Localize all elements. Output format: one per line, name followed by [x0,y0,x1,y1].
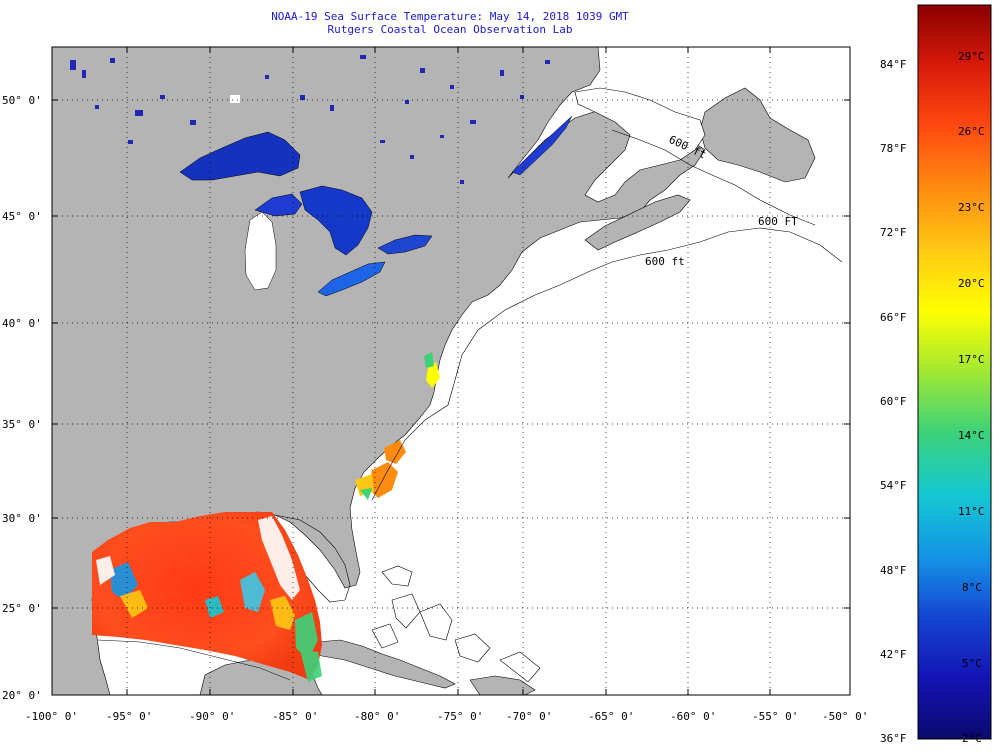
celsius-label: 14°C [958,429,985,442]
st-lawrence-river [511,115,573,176]
tick-marks [52,47,850,695]
lon-label: -65° 0' [588,710,634,723]
fahrenheit-label: 60°F [880,395,907,408]
celsius-label: 26°C [958,125,985,138]
fahrenheit-label: 78°F [880,142,907,155]
fahrenheit-label: 54°F [880,479,907,492]
celsius-label: 2°C [962,732,982,745]
lon-label: -85° 0' [272,710,318,723]
land-cuba [299,639,456,689]
lat-label: 50° 0' [2,94,42,107]
isobath-label-east: 600 FT [758,215,798,228]
gulf-sst-data [92,512,322,680]
fahrenheit-label: 72°F [880,226,907,239]
florida-shelf [274,514,351,603]
celsius-label: 5°C [962,657,982,670]
fahrenheit-label: 66°F [880,311,907,324]
map-title: NOAA-19 Sea Surface Temperature: May 14,… [271,10,629,23]
lon-label: -80° 0' [354,710,400,723]
gulf-cloud-speckle [96,516,322,682]
map-subtitle: Rutgers Coastal Ocean Observation Lab [327,23,573,36]
inland-lakes [70,55,550,184]
land-newfoundland [699,87,816,183]
lon-label: -55° 0' [752,710,798,723]
lon-label: -100° 0' [25,710,78,723]
isobath-600ft [371,227,843,501]
fahrenheit-label: 48°F [880,564,907,577]
celsius-label: 17°C [958,353,985,366]
celsius-label: 20°C [958,277,985,290]
coastal-sst-data [355,352,440,500]
lake-ontario [377,234,433,255]
color-bar [917,4,992,740]
map-frame [51,46,851,696]
lat-label: 30° 0' [2,512,42,525]
lat-label: 35° 0' [2,418,42,431]
lon-label: -70° 0' [506,710,552,723]
data-swath-edge [97,639,291,681]
land-nova-scotia [584,194,691,251]
lake-huron-upper [254,193,303,217]
colorbar-fahrenheit-labels: 84°F 78°F 72°F 66°F 60°F 54°F 48°F 42°F … [880,58,907,745]
latitude-labels: 50° 0' 45° 0' 40° 0' 35° 0' 30° 0' 25° 0… [2,94,42,702]
lat-label: 40° 0' [2,317,42,330]
lon-label: -50° 0' [822,710,868,723]
land-hispaniola [469,675,536,695]
bahamas-islands [371,565,541,683]
gulf-st-lawrence [574,87,706,203]
fahrenheit-label: 84°F [880,58,907,71]
lon-label: -95° 0' [106,710,152,723]
lake-erie [317,261,386,297]
celsius-label: 11°C [958,505,985,518]
fahrenheit-label: 36°F [880,732,907,745]
celsius-label: 29°C [958,50,985,63]
lat-label: 25° 0' [2,602,42,615]
lon-label: -90° 0' [189,710,235,723]
lake-huron [299,185,373,256]
fahrenheit-label: 42°F [880,648,907,661]
colorbar-celsius-labels: 29°C 26°C 23°C 20°C 17°C 14°C 11°C 8°C 5… [958,50,985,745]
lake-michigan [244,211,277,291]
celsius-label: 8°C [962,581,982,594]
longitude-labels: -100° 0' -95° 0' -90° 0' -85° 0' -80° 0'… [25,710,868,723]
lon-label: -60° 0' [670,710,716,723]
lat-label: 45° 0' [2,210,42,223]
lat-label: 20° 0' [2,689,42,702]
isobath-600ft-north [611,129,816,226]
lon-label: -75° 0' [437,710,483,723]
graticule [52,47,850,695]
isobath-label-south: 600 ft [645,255,685,268]
celsius-label: 23°C [958,201,985,214]
